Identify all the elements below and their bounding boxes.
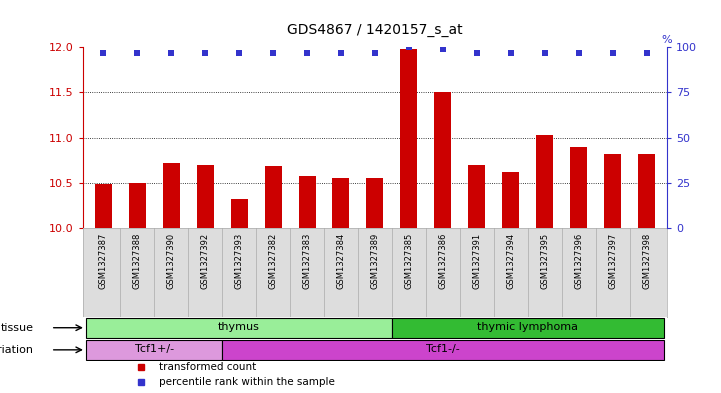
Text: tissue: tissue [0, 323, 33, 333]
Text: GSM1327383: GSM1327383 [303, 233, 311, 289]
Text: GSM1327394: GSM1327394 [506, 233, 516, 289]
Point [267, 50, 279, 56]
Text: GSM1327382: GSM1327382 [268, 233, 278, 289]
Point [335, 50, 347, 56]
Text: GSM1327396: GSM1327396 [574, 233, 583, 289]
Bar [231, 199, 247, 228]
Bar [503, 172, 519, 228]
Text: GSM1327397: GSM1327397 [608, 233, 617, 289]
Text: GSM1327393: GSM1327393 [234, 233, 244, 289]
Bar [392, 318, 663, 338]
Point [234, 50, 245, 56]
Point [437, 46, 448, 52]
Text: GSM1327389: GSM1327389 [371, 233, 379, 289]
Point [97, 50, 109, 56]
Bar [265, 166, 281, 228]
Bar [197, 165, 213, 228]
Text: GSM1327385: GSM1327385 [404, 233, 413, 289]
Point [301, 50, 313, 56]
Point [607, 50, 619, 56]
Text: Tcf1+/-: Tcf1+/- [135, 344, 174, 354]
Bar [163, 163, 180, 228]
Bar [638, 154, 655, 228]
Point [131, 50, 143, 56]
Text: GDS4867 / 1420157_s_at: GDS4867 / 1420157_s_at [287, 23, 463, 37]
Bar [129, 183, 146, 228]
Bar [570, 147, 587, 228]
Text: GSM1327386: GSM1327386 [438, 233, 447, 289]
Text: GSM1327391: GSM1327391 [472, 233, 482, 289]
Text: %: % [662, 35, 672, 45]
Point [505, 50, 516, 56]
Bar [94, 184, 112, 228]
Text: Tcf1-/-: Tcf1-/- [426, 344, 460, 354]
Bar [222, 340, 663, 360]
Text: GSM1327398: GSM1327398 [642, 233, 651, 289]
Text: thymic lymphoma: thymic lymphoma [477, 322, 578, 332]
Text: transformed count: transformed count [159, 362, 256, 372]
Bar [87, 340, 222, 360]
Bar [87, 318, 392, 338]
Text: thymus: thymus [218, 322, 260, 332]
Bar [332, 178, 350, 228]
Bar [469, 165, 485, 228]
Text: GSM1327387: GSM1327387 [99, 233, 107, 289]
Point [539, 50, 550, 56]
Text: GSM1327390: GSM1327390 [167, 233, 176, 289]
Bar [604, 154, 621, 228]
Point [403, 44, 415, 50]
Bar [400, 49, 417, 228]
Point [641, 50, 653, 56]
Point [369, 50, 381, 56]
Point [165, 50, 177, 56]
Text: GSM1327384: GSM1327384 [337, 233, 345, 289]
Point [200, 50, 211, 56]
Text: GSM1327395: GSM1327395 [540, 233, 549, 289]
Bar [366, 178, 384, 228]
Bar [434, 92, 451, 228]
Text: genotype/variation: genotype/variation [0, 345, 33, 355]
Bar [298, 176, 316, 228]
Point [573, 50, 585, 56]
Bar [536, 135, 553, 228]
Text: GSM1327392: GSM1327392 [200, 233, 210, 289]
Text: percentile rank within the sample: percentile rank within the sample [159, 377, 335, 387]
Text: GSM1327388: GSM1327388 [133, 233, 142, 289]
Point [471, 50, 482, 56]
